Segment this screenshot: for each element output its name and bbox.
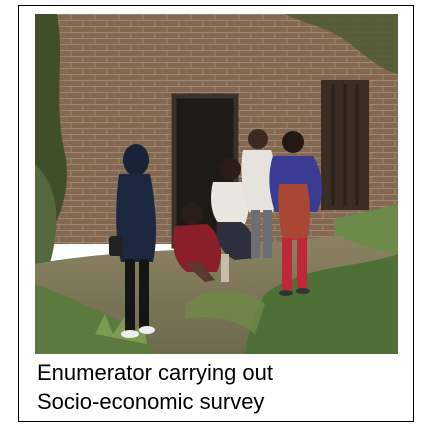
foliage-top [285,14,398,74]
caption-line-1: Enumerator carrying out [37,360,273,385]
survey-photo [35,14,398,354]
figure-frame: Enumerator carrying out Socio-economic s… [18,5,414,422]
person-woman-sari [269,131,322,296]
caption-line-2: Socio-economic survey [37,389,265,414]
person-standing-white-shirt [241,129,277,258]
photo-illustration [35,14,398,354]
figure-caption: Enumerator carrying out Socio-economic s… [37,358,407,416]
person-standing-left [109,144,157,338]
person-sitting-white [211,158,256,282]
person-sitting-red [173,203,222,282]
